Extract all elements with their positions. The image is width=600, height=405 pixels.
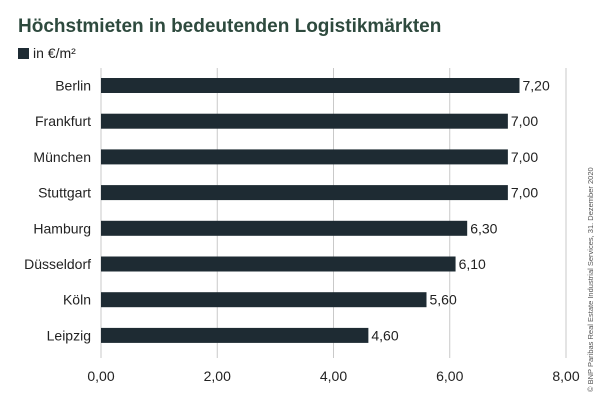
- value-label: 4,60: [371, 327, 398, 343]
- category-label: Düsseldorf: [24, 256, 91, 272]
- legend-label: in €/m²: [33, 45, 76, 61]
- x-tick-label: 8,00: [552, 368, 579, 384]
- value-label: 7,00: [511, 113, 538, 129]
- x-tick-label: 2,00: [204, 368, 231, 384]
- x-tick-label: 0,00: [87, 368, 114, 384]
- copyright-credit: © BNP Paribas Real Estate Industrial Ser…: [586, 167, 595, 392]
- value-label: 7,00: [511, 185, 538, 201]
- bar: [101, 149, 508, 165]
- bar: [101, 327, 369, 343]
- value-label: 6,30: [470, 220, 497, 236]
- value-label: 6,10: [459, 256, 486, 272]
- value-label: 7,20: [523, 78, 550, 94]
- chart-title: Höchstmieten in bedeutenden Logistikmärk…: [18, 16, 441, 37]
- value-label: 5,60: [430, 292, 457, 308]
- category-label: Stuttgart: [38, 185, 91, 201]
- x-axis: 0,00 2,00 4,00 6,00 8,00: [87, 368, 579, 384]
- category-label: Hamburg: [33, 220, 91, 236]
- grid: [100, 68, 567, 358]
- category-label: Köln: [63, 292, 91, 308]
- bar: [101, 220, 468, 236]
- bar: [101, 78, 520, 93]
- category-label: Berlin: [55, 78, 91, 94]
- legend-swatch: [18, 48, 29, 59]
- bar: [101, 292, 427, 308]
- bar: [101, 113, 508, 129]
- bar: [101, 256, 456, 272]
- category-label: Frankfurt: [35, 113, 91, 129]
- category-label: München: [33, 149, 91, 165]
- labels: Berlin 7,20 Frankfurt 7,00 München 7,00 Stuttg…: [24, 78, 550, 344]
- bar: [101, 185, 508, 201]
- x-tick-label: 6,00: [436, 368, 463, 384]
- x-tick-label: 4,00: [320, 368, 347, 384]
- bars: [101, 78, 520, 343]
- value-label: 7,00: [511, 149, 538, 165]
- category-label: Leipzig: [47, 327, 91, 343]
